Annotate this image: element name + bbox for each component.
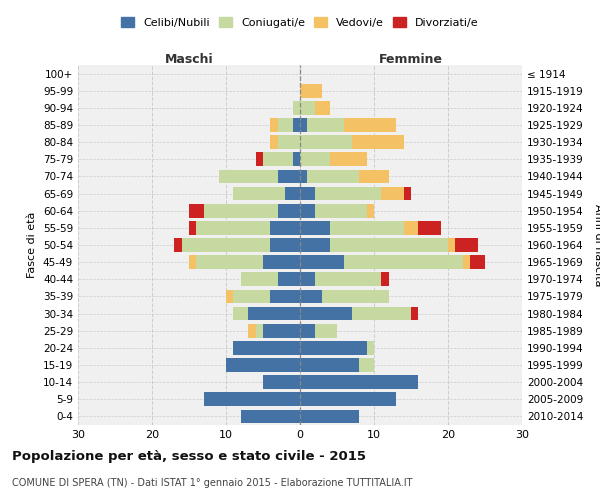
Bar <box>300 84 322 98</box>
Bar <box>233 306 248 320</box>
Bar <box>382 186 404 200</box>
Bar <box>256 324 263 338</box>
Bar <box>367 204 374 218</box>
Bar <box>189 204 204 218</box>
Bar <box>263 256 300 269</box>
Bar <box>315 204 367 218</box>
Bar <box>241 272 278 286</box>
Bar <box>293 118 300 132</box>
Bar <box>182 238 271 252</box>
Bar <box>300 221 329 234</box>
Bar <box>293 152 300 166</box>
Bar <box>256 152 263 166</box>
Bar <box>300 410 359 424</box>
Bar <box>278 272 300 286</box>
Legend: Celibi/Nubili, Coniugati/e, Vedovi/e, Divorziati/e: Celibi/Nubili, Coniugati/e, Vedovi/e, Di… <box>117 13 483 32</box>
Bar <box>300 272 315 286</box>
Bar <box>233 341 300 354</box>
Bar <box>226 358 300 372</box>
Bar <box>300 186 315 200</box>
Bar <box>448 238 455 252</box>
Bar <box>300 341 367 354</box>
Bar <box>278 118 293 132</box>
Bar <box>300 170 307 183</box>
Bar <box>189 221 196 234</box>
Bar <box>315 101 329 114</box>
Bar <box>263 152 293 166</box>
Bar <box>322 290 389 304</box>
Bar <box>300 392 396 406</box>
Bar <box>307 170 359 183</box>
Bar <box>233 186 285 200</box>
Bar <box>271 136 278 149</box>
Bar <box>226 290 233 304</box>
Bar <box>248 306 300 320</box>
Bar <box>278 170 300 183</box>
Bar <box>404 186 411 200</box>
Bar <box>359 170 389 183</box>
Bar <box>300 256 344 269</box>
Bar <box>233 290 271 304</box>
Bar <box>285 186 300 200</box>
Bar <box>470 256 485 269</box>
Bar <box>411 306 418 320</box>
Bar <box>204 204 278 218</box>
Bar <box>271 118 278 132</box>
Bar <box>329 152 367 166</box>
Bar <box>382 272 389 286</box>
Bar <box>329 238 448 252</box>
Bar <box>300 324 315 338</box>
Bar <box>307 118 344 132</box>
Bar <box>271 221 300 234</box>
Bar <box>352 136 404 149</box>
Bar <box>300 238 329 252</box>
Y-axis label: Fasce di età: Fasce di età <box>28 212 37 278</box>
Bar <box>300 136 352 149</box>
Text: Femmine: Femmine <box>379 53 443 66</box>
Bar <box>271 290 300 304</box>
Bar <box>196 221 271 234</box>
Bar <box>278 204 300 218</box>
Bar <box>418 221 440 234</box>
Bar <box>196 256 263 269</box>
Bar <box>300 118 307 132</box>
Bar <box>359 358 374 372</box>
Bar <box>455 238 478 252</box>
Bar <box>300 358 359 372</box>
Y-axis label: Anni di nascita: Anni di nascita <box>593 204 600 286</box>
Bar <box>404 221 418 234</box>
Bar <box>218 170 278 183</box>
Bar <box>329 221 404 234</box>
Bar <box>344 256 463 269</box>
Bar <box>463 256 470 269</box>
Bar <box>300 152 329 166</box>
Bar <box>367 341 374 354</box>
Bar <box>278 136 300 149</box>
Bar <box>174 238 182 252</box>
Bar <box>315 324 337 338</box>
Bar <box>315 272 382 286</box>
Bar <box>300 101 315 114</box>
Bar <box>248 324 256 338</box>
Bar <box>189 256 196 269</box>
Bar <box>300 204 315 218</box>
Bar <box>352 306 411 320</box>
Text: Maschi: Maschi <box>164 53 214 66</box>
Bar <box>300 306 352 320</box>
Text: Popolazione per età, sesso e stato civile - 2015: Popolazione per età, sesso e stato civil… <box>12 450 366 463</box>
Bar <box>300 376 418 389</box>
Bar <box>204 392 300 406</box>
Bar <box>293 101 300 114</box>
Bar <box>263 324 300 338</box>
Bar <box>315 186 382 200</box>
Bar <box>344 118 396 132</box>
Bar <box>263 376 300 389</box>
Bar <box>271 238 300 252</box>
Text: COMUNE DI SPERA (TN) - Dati ISTAT 1° gennaio 2015 - Elaborazione TUTTITALIA.IT: COMUNE DI SPERA (TN) - Dati ISTAT 1° gen… <box>12 478 413 488</box>
Bar <box>241 410 300 424</box>
Bar <box>300 290 322 304</box>
